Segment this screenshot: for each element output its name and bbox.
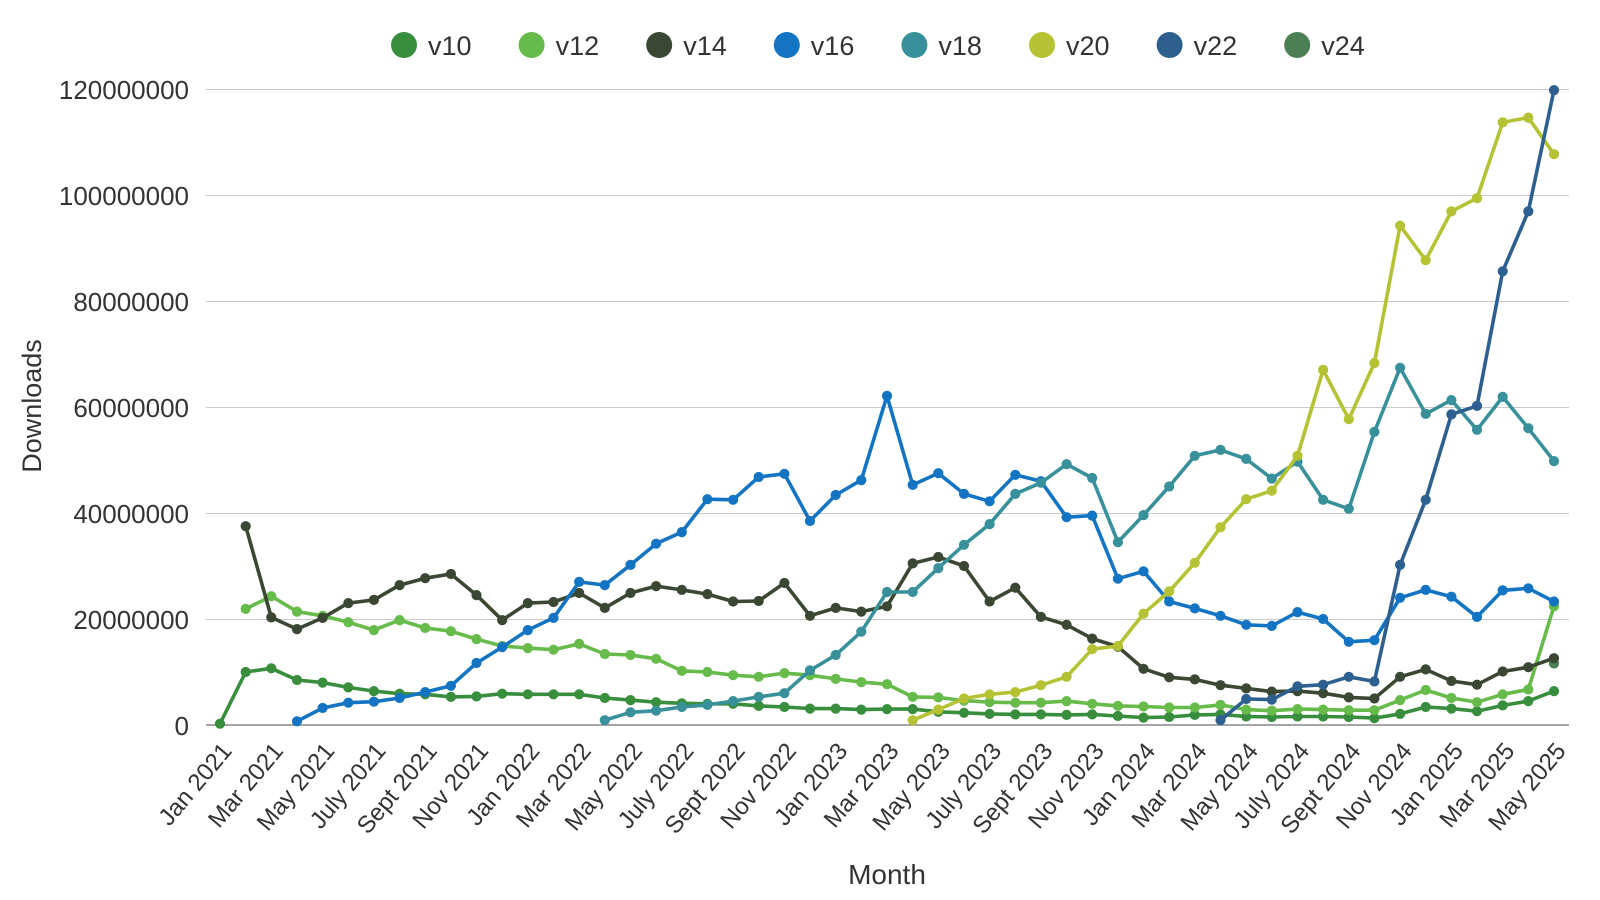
svg-text:Downloads: Downloads — [17, 339, 47, 473]
svg-text:20000000: 20000000 — [73, 605, 189, 635]
svg-text:Month: Month — [848, 859, 926, 890]
svg-text:v24: v24 — [1321, 31, 1365, 61]
svg-text:v18: v18 — [938, 31, 982, 61]
svg-text:v16: v16 — [811, 31, 855, 61]
svg-text:100000000: 100000000 — [59, 181, 189, 211]
svg-text:0: 0 — [175, 711, 189, 741]
svg-text:v14: v14 — [683, 31, 727, 61]
svg-text:40000000: 40000000 — [73, 499, 189, 529]
svg-text:v10: v10 — [428, 31, 472, 61]
svg-text:v20: v20 — [1066, 31, 1110, 61]
svg-text:v22: v22 — [1194, 31, 1238, 61]
svg-text:v12: v12 — [556, 31, 600, 61]
svg-text:60000000: 60000000 — [73, 393, 189, 423]
svg-text:80000000: 80000000 — [73, 287, 189, 317]
svg-text:120000000: 120000000 — [59, 75, 189, 105]
